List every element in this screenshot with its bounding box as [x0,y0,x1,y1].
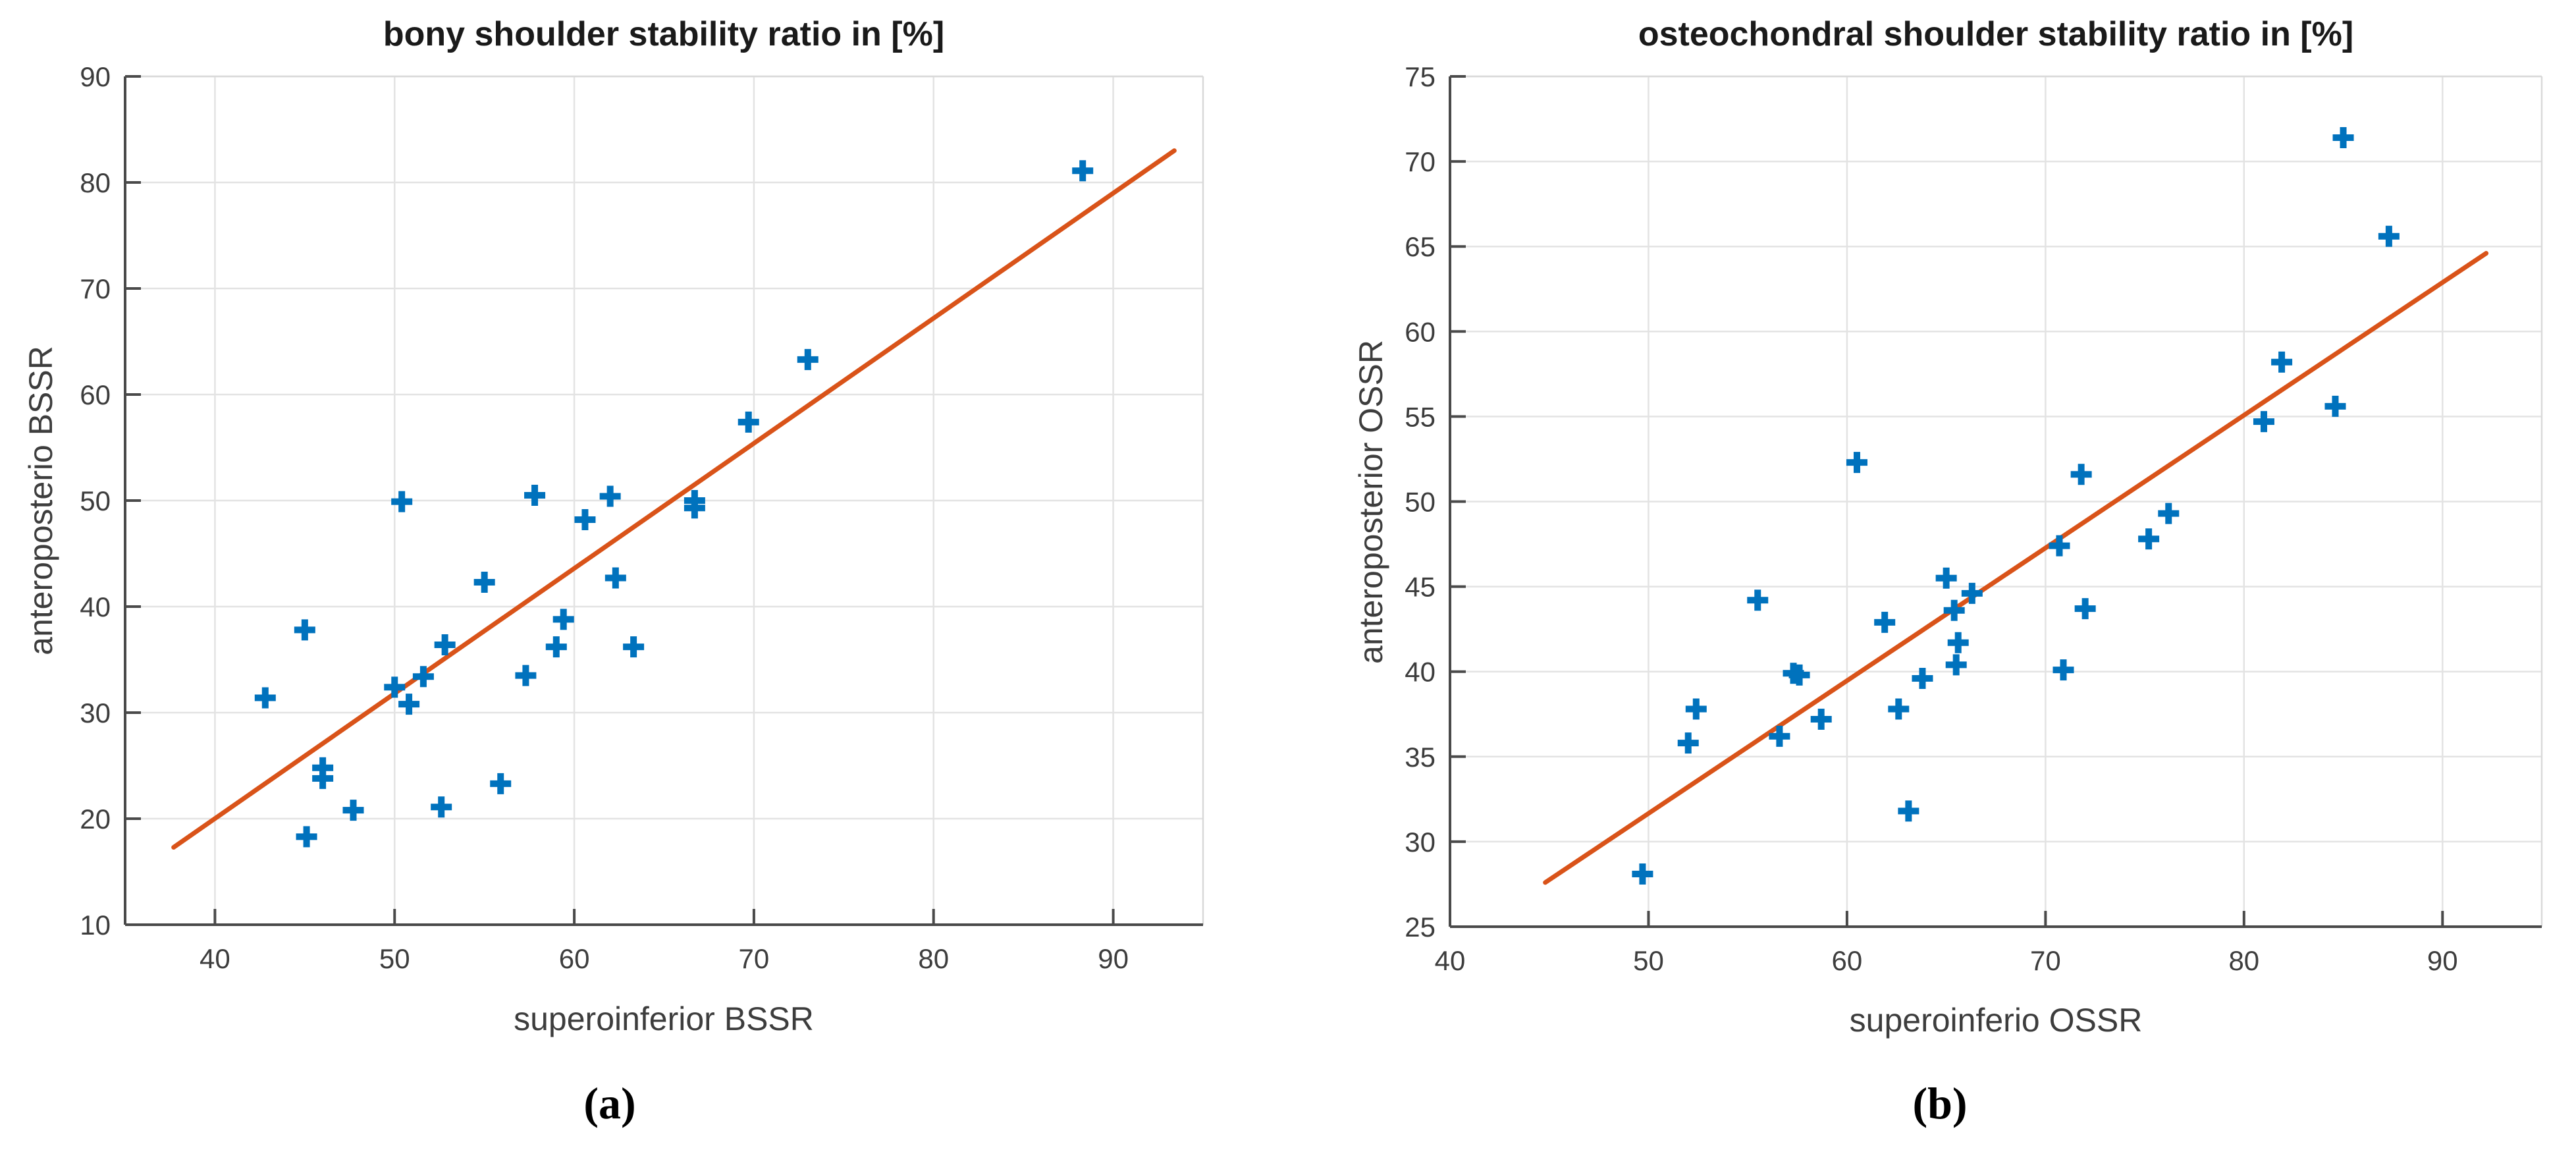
chart-b-data-point-marker [2332,126,2354,148]
chart-b-y-tick-label: 25 [1405,912,1436,943]
chart-b-data-point-marker [2378,225,2400,247]
panel-label-b: (b) [1912,1078,1968,1128]
chart-a-data-point-marker [738,411,759,433]
chart-a-x-tick-label: 40 [200,943,230,974]
chart-b-data-point-marker [2074,598,2096,620]
chart-b-data-point-marker [1961,582,1983,604]
chart-b-data-point-marker [1747,589,1769,611]
chart-a-data-point-marker [684,497,705,519]
chart-a-x-tick-label: 50 [379,943,410,974]
chart-b-ylabel: anteroposterior OSSR [1353,340,1389,664]
chart-b-y-tick-label: 75 [1405,61,1436,92]
chart-a-ylabel: anteroposterio BSSR [22,346,59,655]
chart-b-data-point-marker [1874,611,1896,633]
chart-a-data-point-marker [296,826,317,848]
chart-b-data-point-marker [1846,452,1867,474]
chart-b-data-point-marker [2053,659,2074,681]
chart-b-data-point-marker [1947,632,1969,653]
chart-a-data-point-marker [623,636,645,658]
chart-a-data-point-marker [342,800,364,821]
chart-a-y-tick-label: 80 [80,167,111,198]
chart-b-data-point-marker [1945,654,1967,676]
chart-a-data-point-marker [490,773,512,794]
chart-a-data-point-marker [599,485,621,507]
chart-b-y-tick-label: 65 [1405,231,1436,262]
chart-b-data-point-marker [1769,725,1790,747]
chart-a-data-point-marker [312,767,334,789]
chart-a-y-tick-label: 60 [80,379,111,410]
chart-b-y-tick-label: 40 [1405,657,1436,688]
chart-b-x-tick-label: 70 [2030,945,2061,976]
chart-b-data-point-marker [1898,800,1919,822]
chart-a-data-point-marker [604,567,626,589]
chart-a-y-tick-label: 90 [80,61,111,92]
chart-b-xlabel: superoinferio OSSR [1849,1002,2143,1039]
chart-b-y-tick-label: 30 [1405,827,1436,858]
chart-a-y-tick-label: 50 [80,485,111,516]
chart-b-data-point-marker [2070,464,2092,485]
chart-a-y-tick-label: 70 [80,273,111,304]
chart-b-y-tick-label: 50 [1405,487,1436,518]
chart-a-data-point-marker [797,348,818,370]
chart-a-data-point-marker [412,666,434,688]
chart-a-xlabel: superoinferior BSSR [514,1000,814,1037]
chart-b-fit-line [1543,251,2489,885]
chart-b-y-tick-label: 70 [1405,146,1436,177]
chart-b-data-point-marker [2158,503,2180,524]
chart-b-data-point-marker [2049,535,2070,557]
chart-a-y-tick-label: 10 [80,910,111,941]
chart-a-data-point-marker [431,796,452,818]
chart-b-y-tick-label: 35 [1405,742,1436,773]
chart-b-data-point-marker [1943,599,1965,621]
chart-b-y-tick-label: 55 [1405,401,1436,432]
chart-a-data-point-marker [254,687,276,709]
chart-b-data-point-marker [2271,351,2293,373]
chart-b-data-point-marker [1677,732,1699,754]
chart-a-data-point-marker [515,665,537,686]
chart-a-data-point-marker [1072,160,1094,182]
chart-a-data-point-marker [294,619,315,641]
chart-a-data-point-marker [524,484,546,506]
chart-b-data-point-marker [2253,411,2274,433]
chart-b-x-tick-label: 80 [2228,945,2259,976]
chart-a-data-point-marker [391,491,413,512]
chart-a-title: bony shoulder stability ratio in [%] [383,15,945,53]
chart-b-data-point-marker [1888,698,1910,720]
chart-b-x-tick-label: 50 [1633,945,1664,976]
chart-a-data-point-marker [398,694,420,715]
chart-b-data-point-marker [2138,528,2160,550]
chart-b-data-point-marker [1810,709,1832,730]
chart-a-data-point-marker [574,508,596,530]
chart-b-data-point-marker [1685,698,1707,720]
chart-b-data-point-marker [1912,668,1933,690]
chart-a-data-point-marker [384,676,406,698]
chart-b-data-point-marker [1632,863,1653,885]
chart-a-data-point-marker [545,636,567,658]
chart-a-fit-line [171,148,1177,850]
chart-a-data-point-marker [434,634,456,655]
chart-a-y-tick-label: 20 [80,804,111,834]
chart-b-data-point-marker [1935,567,1957,589]
chart-a-y-tick-label: 30 [80,697,111,728]
chart-a-x-tick-label: 90 [1098,943,1129,974]
chart-a-x-tick-label: 80 [918,943,949,974]
chart-b-y-tick-label: 45 [1405,572,1436,603]
chart-b-data-point-marker [2324,395,2346,417]
chart-b-y-tick-label: 60 [1405,316,1436,347]
chart-b-x-tick-label: 40 [1435,945,1466,976]
panel-label-a: (a) [583,1078,636,1128]
chart-a-data-point-marker [552,609,574,630]
chart-a-data-point-marker [473,571,495,593]
chart-b-x-tick-label: 60 [1832,945,1863,976]
chart-b-data-point-marker [1788,664,1810,686]
chart-a-x-tick-label: 70 [739,943,770,974]
chart-a-x-tick-label: 60 [559,943,590,974]
chart-b-x-tick-label: 90 [2427,945,2458,976]
chart-a-y-tick-label: 40 [80,591,111,622]
chart-b-title: osteochondral shoulder stability ratio i… [1638,15,2354,53]
